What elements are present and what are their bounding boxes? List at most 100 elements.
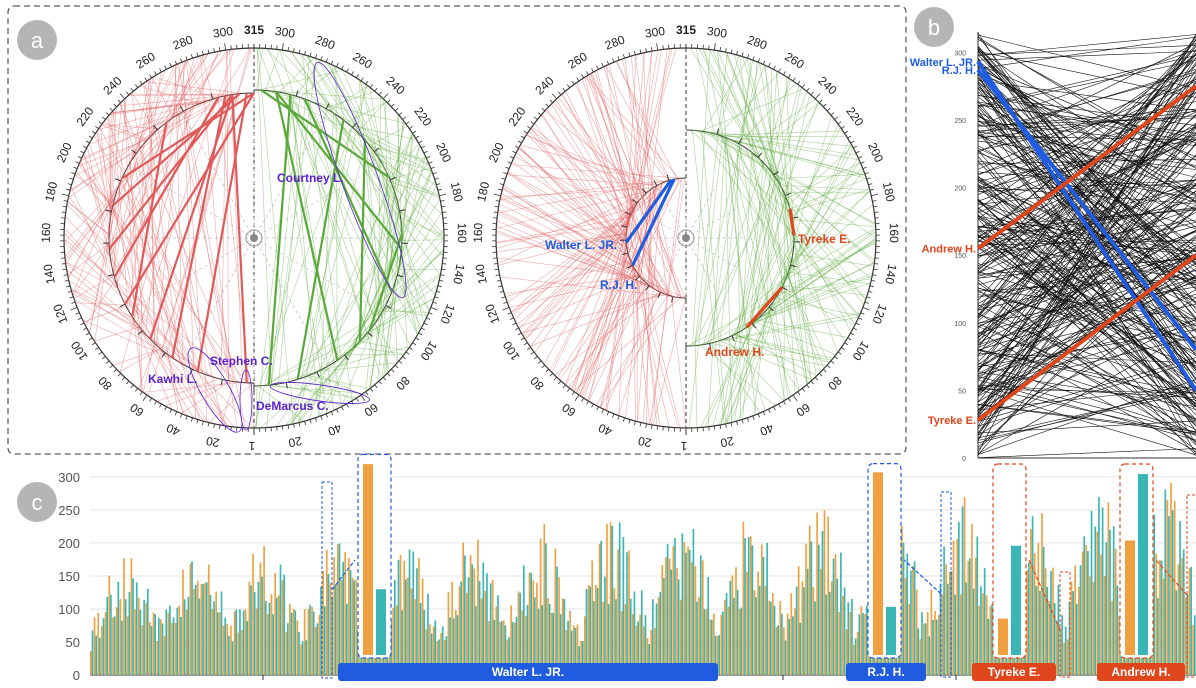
bar-teal [1091, 511, 1093, 675]
bar-teal [1058, 585, 1060, 675]
bar-teal [755, 597, 757, 675]
bar-teal [844, 588, 846, 675]
tick-mark [406, 352, 409, 354]
center-dot [682, 234, 690, 242]
bar-orange [90, 651, 92, 675]
bar-orange [953, 541, 955, 675]
bar-teal [799, 623, 801, 675]
bar-orange [1082, 551, 1084, 675]
tick-label: 120 [869, 302, 889, 326]
tick-mark [114, 369, 117, 372]
callout-label: Andrew H. [1111, 665, 1170, 679]
tick-mark [120, 94, 125, 99]
tick-mark [495, 206, 499, 207]
bar-teal [777, 625, 779, 675]
tick-mark [441, 206, 445, 207]
tick-mark [288, 425, 289, 429]
bar-orange [661, 565, 663, 675]
callout-label: Walter L. JR. [492, 665, 564, 679]
callout-arrow [904, 560, 941, 594]
tick-mark [867, 178, 871, 179]
bar-orange [193, 589, 195, 675]
tick-label: 40 [164, 420, 182, 438]
tick-mark [186, 56, 187, 60]
tick-mark [78, 318, 82, 320]
bar-orange [407, 578, 409, 675]
tick-mark [592, 69, 594, 72]
tick-label: 280 [603, 32, 627, 52]
tick-label: 40 [758, 421, 776, 439]
tick-mark [512, 323, 516, 325]
bar-teal [427, 594, 429, 675]
bar-teal [936, 620, 938, 675]
tick-mark [160, 69, 162, 72]
chord-line [319, 161, 428, 371]
tick-mark [538, 361, 541, 364]
bar-teal [468, 577, 470, 675]
tick-mark [403, 356, 406, 358]
bar-teal [840, 553, 842, 675]
tick-mark [336, 409, 338, 413]
bar-teal [626, 552, 628, 675]
bar-orange [772, 593, 774, 675]
bar-orange [142, 625, 144, 675]
panel-b-badge: b [914, 7, 954, 47]
tick-label: 260 [133, 49, 158, 72]
tick-label: 280 [745, 33, 769, 53]
bar-orange [1093, 582, 1095, 675]
bar-teal [121, 621, 123, 675]
tick-mark [118, 373, 121, 376]
tick-mark [534, 117, 537, 119]
bar-orange [971, 524, 973, 675]
bar-orange [787, 613, 789, 675]
tick-label: 80 [527, 373, 547, 393]
tick-mark [347, 404, 349, 407]
callout-bar-orange [873, 472, 883, 655]
tick-mark [858, 318, 862, 320]
tick-label: 315 [244, 23, 264, 37]
tick-mark [83, 328, 87, 330]
tick-mark [823, 369, 826, 372]
bar-teal [1109, 530, 1111, 675]
tick-mark [753, 416, 754, 420]
tick-mark [870, 189, 874, 190]
bar-teal [210, 595, 212, 675]
bar-teal [748, 537, 750, 675]
tick-mark [731, 50, 732, 54]
bar-teal [479, 581, 481, 675]
bar-orange [234, 611, 236, 675]
tick-label: 100 [500, 338, 523, 363]
callout-label: R.J. H. [867, 665, 904, 679]
bar-teal [744, 538, 746, 675]
bar-teal [943, 546, 945, 675]
tick-mark [567, 85, 569, 88]
bar-orange [127, 616, 129, 675]
bar-orange [1041, 513, 1043, 675]
bar-teal [556, 567, 558, 675]
bar-orange [956, 539, 958, 675]
tick-mark [512, 151, 516, 153]
bar-orange [315, 627, 317, 675]
bar-orange [765, 586, 767, 675]
tick-mark [135, 388, 137, 391]
tick-label: 180 [880, 180, 898, 203]
tick-label: 180 [474, 180, 492, 203]
bar-orange [153, 613, 155, 675]
bar-orange [614, 588, 616, 675]
bar-orange [267, 614, 269, 675]
bar-orange [735, 567, 737, 675]
bar-teal [261, 577, 263, 675]
tick-mark [758, 414, 760, 418]
tick-mark [62, 212, 66, 213]
tick-mark [165, 407, 167, 411]
tick-mark [802, 388, 804, 391]
bar-orange [684, 542, 686, 675]
tick-mark [375, 385, 378, 388]
tick-mark [572, 392, 574, 395]
tick-mark [419, 333, 422, 335]
tick-mark [409, 126, 412, 128]
bar-teal [99, 638, 101, 675]
bar-teal [324, 606, 326, 675]
tick-mark [321, 416, 322, 420]
bar-orange [536, 583, 538, 675]
